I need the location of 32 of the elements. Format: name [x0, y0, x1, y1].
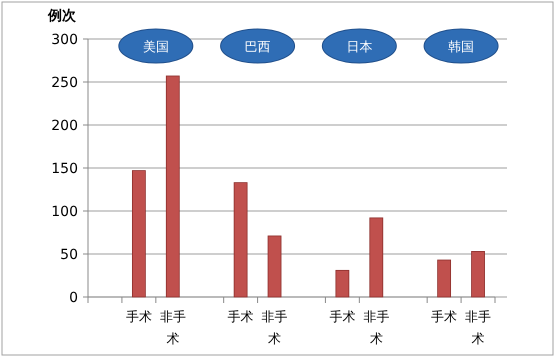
y-tick-label: 250	[51, 75, 78, 91]
x-tick-label: 非手术	[465, 310, 492, 347]
bar	[369, 217, 384, 298]
oval-label: 美国	[118, 28, 194, 64]
x-tick-label: 非手术	[363, 310, 390, 347]
y-tick-label: 150	[51, 161, 78, 177]
bar	[471, 251, 485, 298]
y-tick-label: 200	[51, 118, 78, 134]
x-tick-label: 非手术	[262, 310, 288, 347]
x-tick-label: 手术	[228, 310, 254, 325]
x-tick-label: 手术	[329, 310, 356, 325]
bar	[268, 236, 282, 298]
x-tick-label: 手术	[431, 310, 458, 325]
y-axis-title: 例次	[47, 8, 77, 24]
x-tick-label: 非手术	[160, 310, 186, 347]
oval-label: 日本	[322, 28, 397, 64]
bar	[335, 270, 350, 298]
annotation: 巴西	[244, 40, 271, 55]
y-tick-label: 300	[51, 32, 78, 48]
y-tick-label: 0	[69, 290, 78, 306]
bar	[437, 260, 452, 298]
bar	[234, 182, 248, 298]
oval-label: 韩国	[424, 28, 499, 64]
bar	[132, 170, 146, 298]
annotation: 日本	[346, 40, 372, 55]
y-tick-label: 50	[60, 247, 78, 263]
y-tick-label: 100	[51, 204, 78, 220]
annotation: 韩国	[448, 40, 474, 55]
x-tick-label: 手术	[126, 310, 152, 325]
oval-label: 巴西	[220, 28, 296, 64]
annotation: 美国	[142, 39, 169, 55]
bar	[166, 76, 180, 298]
